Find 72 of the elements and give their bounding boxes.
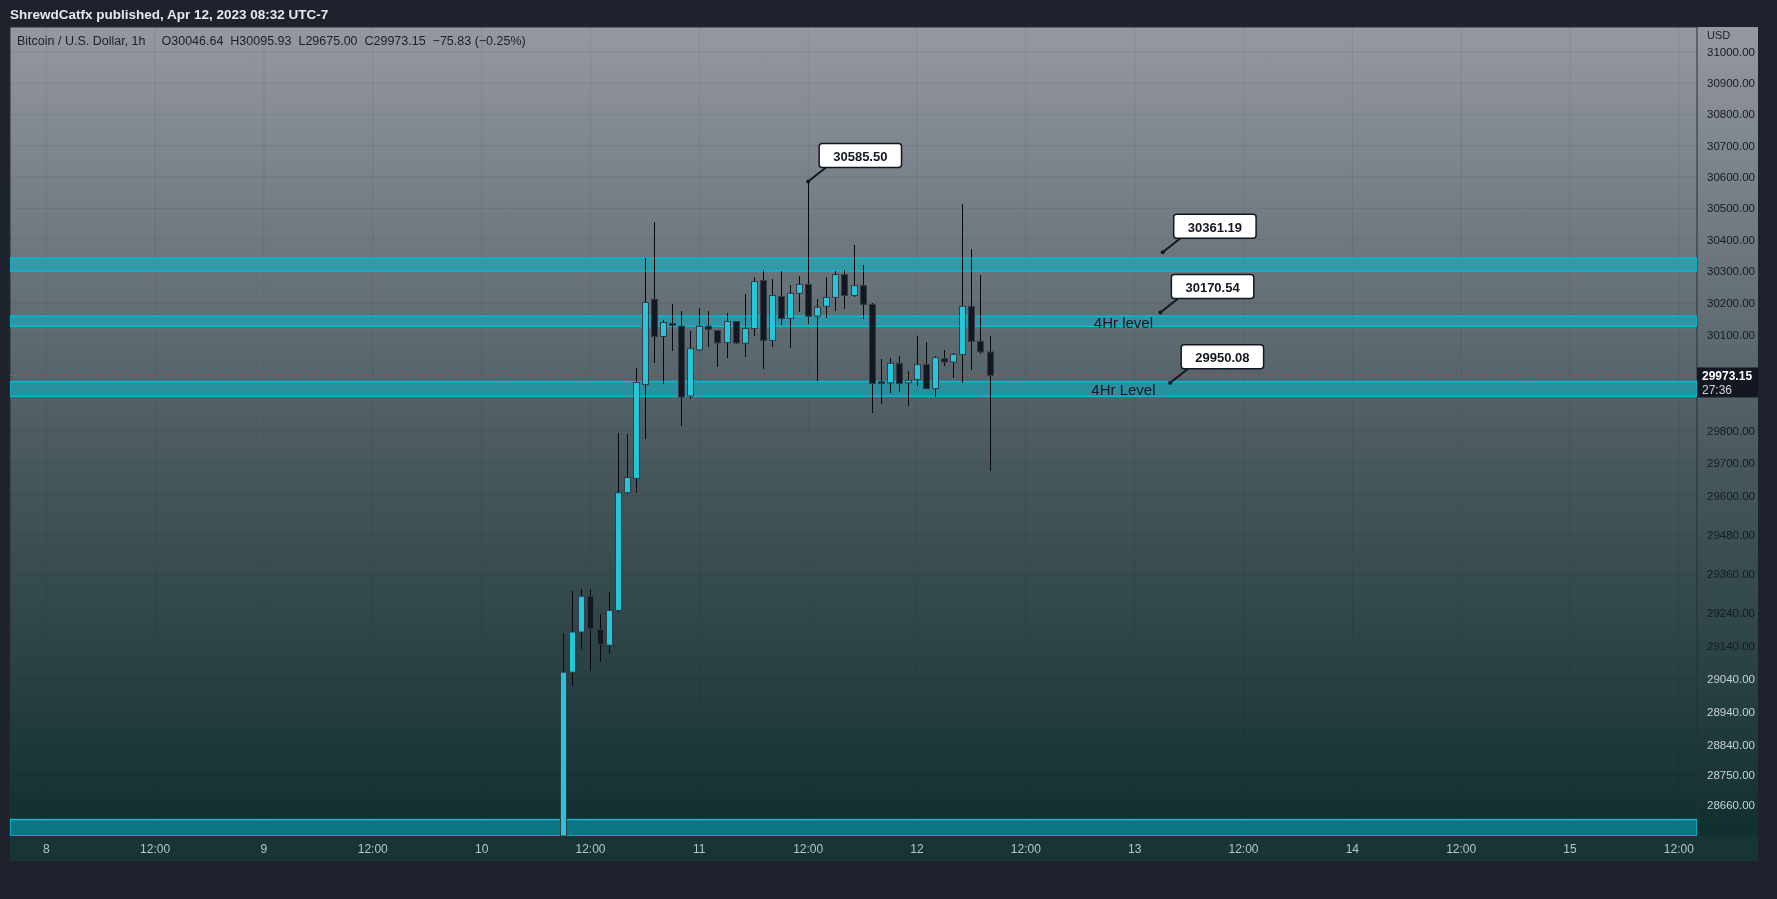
candlestick [660, 319, 667, 385]
band-label: 4Hr Level [1091, 381, 1156, 399]
y-tick-label: 29800.00 [1707, 425, 1755, 438]
candlestick [742, 293, 749, 358]
text: ShrewdCatfx published, Apr 12, 2023 08:32 UTC-7 [10, 6, 329, 22]
candlestick [832, 270, 839, 312]
y-tick-label: 30700.00 [1707, 139, 1755, 152]
text: Bitcoin / U.S. Dollar, 1h [17, 34, 146, 48]
y-tick-label: 30800.00 [1707, 108, 1755, 121]
candlestick [597, 613, 604, 663]
y-tick-label: 31000.00 [1707, 46, 1755, 59]
candlestick [878, 358, 885, 405]
y-tick-label: 30500.00 [1707, 202, 1755, 215]
y-tick-label: 30600.00 [1707, 170, 1755, 183]
candlestick [923, 341, 930, 390]
y-tick-label: 29700.00 [1707, 457, 1755, 470]
candlestick [778, 270, 785, 326]
candlestick [796, 275, 803, 313]
y-tick-label: 30900.00 [1707, 77, 1755, 90]
x-tick-label: 9 [260, 842, 268, 856]
candlestick [950, 352, 957, 379]
candlestick [724, 312, 731, 359]
candlestick [705, 310, 712, 348]
y-tick-label: 29600.00 [1707, 489, 1755, 502]
annotation: 30585.50 [833, 148, 888, 164]
candlestick [814, 298, 821, 382]
x-tick-label: 12:00 [1228, 842, 1259, 856]
band-label: 4Hr level [1093, 313, 1154, 331]
candlestick [823, 276, 830, 319]
y-tick-label: 28840.00 [1707, 739, 1755, 752]
y-tick-label: 30400.00 [1707, 233, 1755, 246]
x-tick-label: 10 [474, 842, 489, 856]
y-tick-label: 28660.00 [1707, 799, 1755, 812]
y-tick-label: 28750.00 [1707, 769, 1755, 782]
x-tick-label: 12:00 [575, 842, 606, 856]
text: O30046.64 H30095.93 L29675.00 C29973.15 −75.83 (−0.25%) [161, 34, 526, 48]
text: 27:36 [1702, 383, 1733, 398]
candlestick [914, 335, 921, 387]
x-tick-label: 14 [1345, 842, 1360, 856]
annotation: 30361.19 [1187, 219, 1243, 235]
candlestick [860, 264, 867, 320]
candlestick [851, 244, 858, 298]
x-tick-label: 12:00 [1010, 842, 1042, 856]
x-tick-label: 11 [693, 842, 706, 856]
y-tick-label: 30200.00 [1707, 297, 1755, 310]
y-tick-label: 28940.00 [1707, 705, 1755, 718]
candlestick [977, 274, 984, 355]
annotation: 29950.08 [1195, 350, 1250, 366]
candlestick [696, 307, 703, 352]
x-tick-label: 12:00 [140, 842, 171, 856]
y-tick-label: 30300.00 [1707, 265, 1755, 278]
candlestick [669, 303, 676, 352]
x-tick-label: 12:00 [1446, 842, 1477, 856]
candlestick [714, 329, 721, 368]
x-tick-label: 15 [1563, 842, 1578, 856]
candlestick [896, 355, 903, 393]
x-tick-label: 8 [42, 842, 50, 856]
candlestick [887, 357, 894, 394]
candlestick [987, 335, 994, 472]
x-tick-label: 13 [1127, 842, 1142, 856]
y-tick-label: 30100.00 [1707, 328, 1755, 341]
candlestick [841, 269, 848, 310]
ref-line-label: 29973.15 [1702, 369, 1753, 384]
x-tick-label: 12 [910, 842, 924, 856]
y-tick-label: 29040.00 [1707, 672, 1755, 685]
x-tick-label: 12:00 [1663, 842, 1695, 856]
x-tick-label: 12:00 [357, 842, 389, 856]
x-tick-label: 12:00 [793, 842, 824, 856]
annotation: 30170.54 [1185, 279, 1241, 295]
candlestick [624, 433, 631, 495]
y-axis-title: USD [1707, 29, 1731, 41]
candlestick [905, 370, 912, 407]
